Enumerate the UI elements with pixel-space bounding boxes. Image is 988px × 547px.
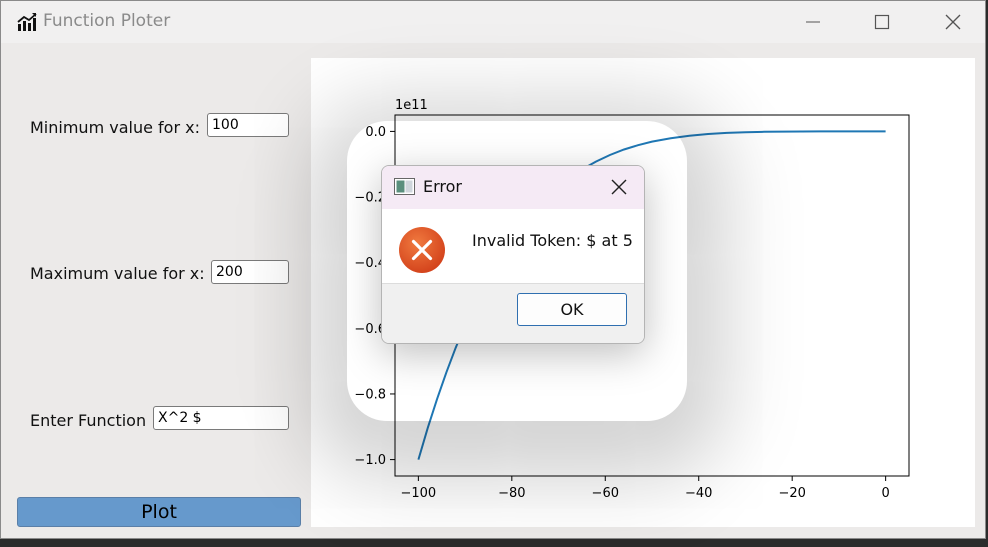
close-icon: [611, 179, 627, 195]
y-tick-label: −0.4: [354, 256, 386, 271]
window-title: Function Ploter: [43, 11, 171, 31]
dialog-body: Invalid Token: $ at 5: [382, 209, 644, 283]
x-tick-label: −60: [592, 486, 619, 501]
max-x-label: Maximum value for x:: [30, 264, 205, 283]
max-x-input[interactable]: [211, 260, 289, 284]
dialog-footer: OK: [382, 283, 644, 343]
y-tick-label: −0.6: [354, 322, 386, 337]
window-icon: [394, 178, 415, 195]
ok-button[interactable]: OK: [517, 293, 627, 326]
y-tick-label: −0.2: [354, 191, 386, 206]
min-x-label: Minimum value for x:: [30, 118, 200, 137]
plot-button[interactable]: Plot: [17, 497, 301, 527]
minimize-icon: [806, 21, 820, 23]
y-tick-label: −0.8: [354, 387, 386, 402]
min-x-input[interactable]: [207, 113, 289, 137]
error-dialog: Error Invalid Token: $ at 5 OK: [381, 165, 645, 344]
y-tick-label: 0.0: [365, 125, 386, 140]
function-input[interactable]: [153, 406, 289, 430]
x-tick-label: −80: [498, 486, 525, 501]
close-icon: [945, 14, 961, 30]
x-tick-label: 0: [881, 486, 889, 501]
chart-app-icon: [17, 13, 37, 31]
dialog-title-bar: Error: [382, 166, 644, 209]
y-offset-label: 1e11: [395, 98, 428, 113]
minimize-button[interactable]: [790, 1, 836, 43]
title-bar: Function Ploter: [1, 1, 985, 43]
dialog-title: Error: [423, 177, 462, 196]
x-tick-label: −40: [685, 486, 712, 501]
y-tick-label: −1.0: [354, 453, 386, 468]
maximize-icon: [874, 14, 890, 30]
maximize-button[interactable]: [859, 1, 905, 43]
error-message: Invalid Token: $ at 5: [472, 231, 633, 250]
x-tick-label: −20: [778, 486, 805, 501]
error-icon: [399, 227, 445, 273]
function-label: Enter Function: [30, 411, 147, 430]
close-button[interactable]: [930, 1, 976, 43]
dialog-close-button[interactable]: [604, 174, 634, 200]
x-tick-label: −100: [401, 486, 437, 501]
